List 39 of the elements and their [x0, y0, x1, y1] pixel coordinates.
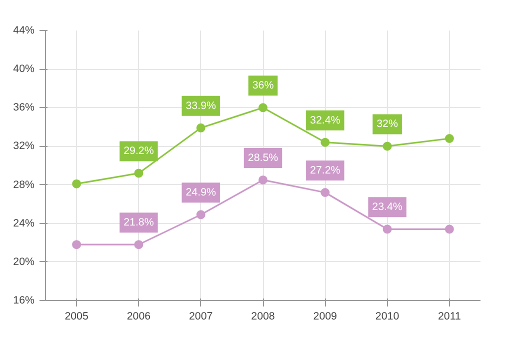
data-label: 21.8% [124, 216, 154, 229]
x-tick-label: 2010 [375, 310, 400, 322]
x-tick-label: 2011 [438, 310, 461, 322]
data-label: 24.9% [186, 186, 216, 199]
x-tick-label: 2005 [64, 310, 88, 322]
y-tick-label: 24% [13, 217, 36, 230]
point [320, 188, 330, 197]
data-label: 33.9% [186, 100, 216, 112]
data-label: 27.2% [310, 164, 341, 176]
point [444, 134, 454, 143]
point [320, 138, 330, 147]
data-label: 23.4% [372, 201, 403, 214]
point [134, 240, 144, 250]
data-label: 32% [376, 118, 398, 130]
x-tick-label: 2008 [251, 310, 275, 322]
y-tick-label: 16% [13, 294, 36, 306]
point [382, 224, 392, 234]
data-label: 28.5% [248, 152, 279, 164]
point [72, 179, 82, 188]
point [258, 175, 268, 184]
point [196, 123, 206, 132]
y-tick-label: 40% [13, 63, 36, 76]
point [196, 210, 206, 220]
x-tick-label: 2007 [189, 310, 213, 322]
point [382, 142, 392, 151]
y-tick-label: 28% [13, 178, 36, 191]
y-tick-label: 20% [13, 256, 36, 268]
point [258, 103, 268, 112]
point [444, 224, 454, 234]
x-tick-label: 2009 [313, 310, 338, 322]
data-label: 32.4% [310, 114, 341, 126]
data-label: 36% [252, 80, 274, 92]
y-tick-label: 36% [13, 102, 36, 114]
point [72, 240, 82, 250]
data-label: 29.2% [124, 145, 154, 158]
x-tick-label: 2006 [126, 310, 151, 322]
y-tick-label: 32% [13, 140, 36, 152]
y-tick-label: 44% [13, 24, 36, 36]
point [134, 168, 144, 178]
